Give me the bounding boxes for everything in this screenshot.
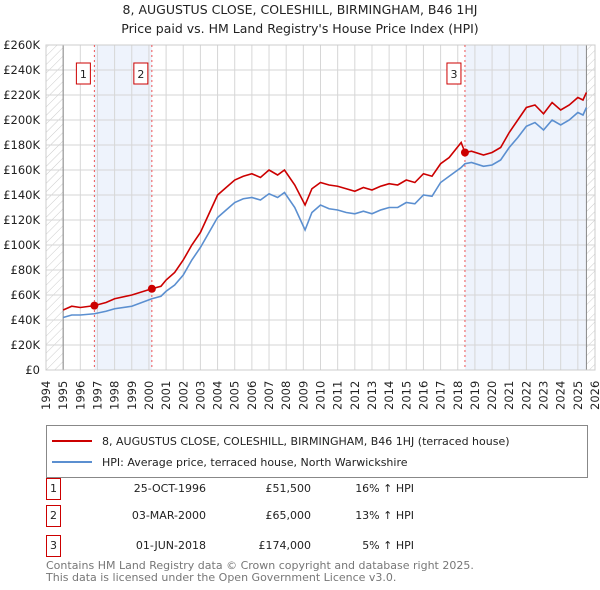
y-tick-label: £40K <box>11 313 41 327</box>
legend-label-hpi: HPI: Average price, terraced house, Nort… <box>102 455 408 469</box>
y-tick-label: £80K <box>11 263 41 277</box>
y-tick-label: £20K <box>11 338 41 352</box>
x-tick-label: 2015 <box>399 381 413 410</box>
x-tick-label: 1999 <box>125 381 139 410</box>
x-tick-label: 2008 <box>279 381 293 410</box>
sale-hpi-diff: 13% ↑ HPI <box>355 509 414 522</box>
y-tick-label: £100K <box>3 238 40 252</box>
x-tick-label: 2012 <box>348 381 362 410</box>
sale-marker-label: 3 <box>450 68 457 81</box>
x-tick-label: 2022 <box>519 381 533 410</box>
x-tick-label: 2009 <box>296 381 310 410</box>
x-tick-label: 2001 <box>159 381 173 410</box>
sale-hpi-diff: 16% ↑ HPI <box>355 482 414 495</box>
chart-title: 8, AUGUSTUS CLOSE, COLESHILL, BIRMINGHAM… <box>122 2 478 17</box>
x-tick-label: 2002 <box>176 381 190 410</box>
sale-date: 01-JUN-2018 <box>135 539 206 552</box>
sale-marker-box <box>446 62 462 85</box>
sale-marker-box <box>75 62 91 85</box>
y-tick-label: £120K <box>3 213 40 227</box>
x-tick-label: 2025 <box>571 381 585 410</box>
x-tick-label: 2014 <box>382 381 396 410</box>
x-tick-label: 2026 <box>588 381 600 410</box>
x-tick-label: 2004 <box>211 381 225 410</box>
hatched-region <box>586 45 595 370</box>
footer-licence: This data is licensed under the Open Gov… <box>46 571 397 584</box>
y-tick-label: £60K <box>11 288 41 302</box>
y-tick-label: £140K <box>3 188 40 202</box>
x-tick-label: 2018 <box>451 381 465 410</box>
y-tick-label: £0 <box>25 363 40 377</box>
footer: Contains HM Land Registry data © Crown c… <box>46 560 474 584</box>
x-tick-label: 2024 <box>554 381 568 410</box>
hpi-line <box>62 107 588 319</box>
plot-area: 1994 1995 1996 1997 1998 1999 2000 2001 2002 2003… <box>3 38 600 410</box>
x-tick-label: 1996 <box>73 381 87 410</box>
legend-swatch-hpi <box>52 461 92 463</box>
y-tick-label: £220K <box>3 88 40 102</box>
x-tick-label: 2019 <box>468 381 482 410</box>
sale-marker-label: 1 <box>80 68 87 81</box>
y-tick-label: £240K <box>3 63 40 77</box>
x-tick-label: 2013 <box>365 381 379 410</box>
hatched-region <box>46 45 64 370</box>
x-tick-label: 2020 <box>485 381 499 410</box>
x-tick-label: 2016 <box>416 381 430 410</box>
x-tick-label: 1994 <box>39 381 53 410</box>
y-tick-label: £260K <box>3 38 40 52</box>
sale-hpi-diff: 5% ↑ HPI <box>362 539 414 552</box>
sale-price: £65,000 <box>265 509 312 522</box>
x-tick-label: 2017 <box>434 381 448 410</box>
sale-marker-badge: 1 <box>46 478 61 500</box>
x-tick-label: 2007 <box>262 381 276 410</box>
shaded-period <box>464 45 587 370</box>
sale-point <box>460 148 469 157</box>
footer-copyright: Contains HM Land Registry data © Crown c… <box>46 559 474 572</box>
sale-marker-box <box>133 62 149 85</box>
property-price-line <box>62 92 588 311</box>
sale-marker-badge: 2 <box>46 505 61 527</box>
x-tick-label: 2021 <box>502 381 516 410</box>
y-tick-label: £160K <box>3 163 40 177</box>
y-tick-label: £180K <box>3 138 40 152</box>
x-tick-label: 2003 <box>193 381 207 410</box>
x-tick-label: 2005 <box>228 381 242 410</box>
x-tick-label: 1995 <box>56 381 70 410</box>
sale-date: 03-MAR-2000 <box>131 509 206 522</box>
x-tick-label: 2023 <box>537 381 551 410</box>
x-tick-label: 2000 <box>142 381 156 410</box>
y-tick-label: £200K <box>3 113 40 127</box>
chart-subtitle: Price paid vs. HM Land Registry's House … <box>121 21 479 36</box>
x-tick-label: 2011 <box>331 381 345 410</box>
x-tick-label: 1997 <box>90 381 104 410</box>
sale-marker-label: 2 <box>137 68 144 81</box>
x-tick-label: 1998 <box>108 381 122 410</box>
sale-price: £51,500 <box>265 482 312 495</box>
sale-point <box>147 284 156 293</box>
sale-date: 25-OCT-1996 <box>133 482 206 495</box>
sale-price: £174,000 <box>258 539 312 552</box>
x-tick-label: 2010 <box>314 381 328 410</box>
x-tick-label: 2006 <box>245 381 259 410</box>
sale-point <box>90 301 99 310</box>
plot-border <box>45 44 596 371</box>
sale-marker-badge: 3 <box>46 535 61 557</box>
legend-label-property: 8, AUGUSTUS CLOSE, COLESHILL, BIRMINGHAM… <box>102 434 510 448</box>
shaded-period <box>94 45 152 370</box>
legend: 8, AUGUSTUS CLOSE, COLESHILL, BIRMINGHAM… <box>46 425 588 478</box>
legend-swatch-property <box>52 440 92 442</box>
